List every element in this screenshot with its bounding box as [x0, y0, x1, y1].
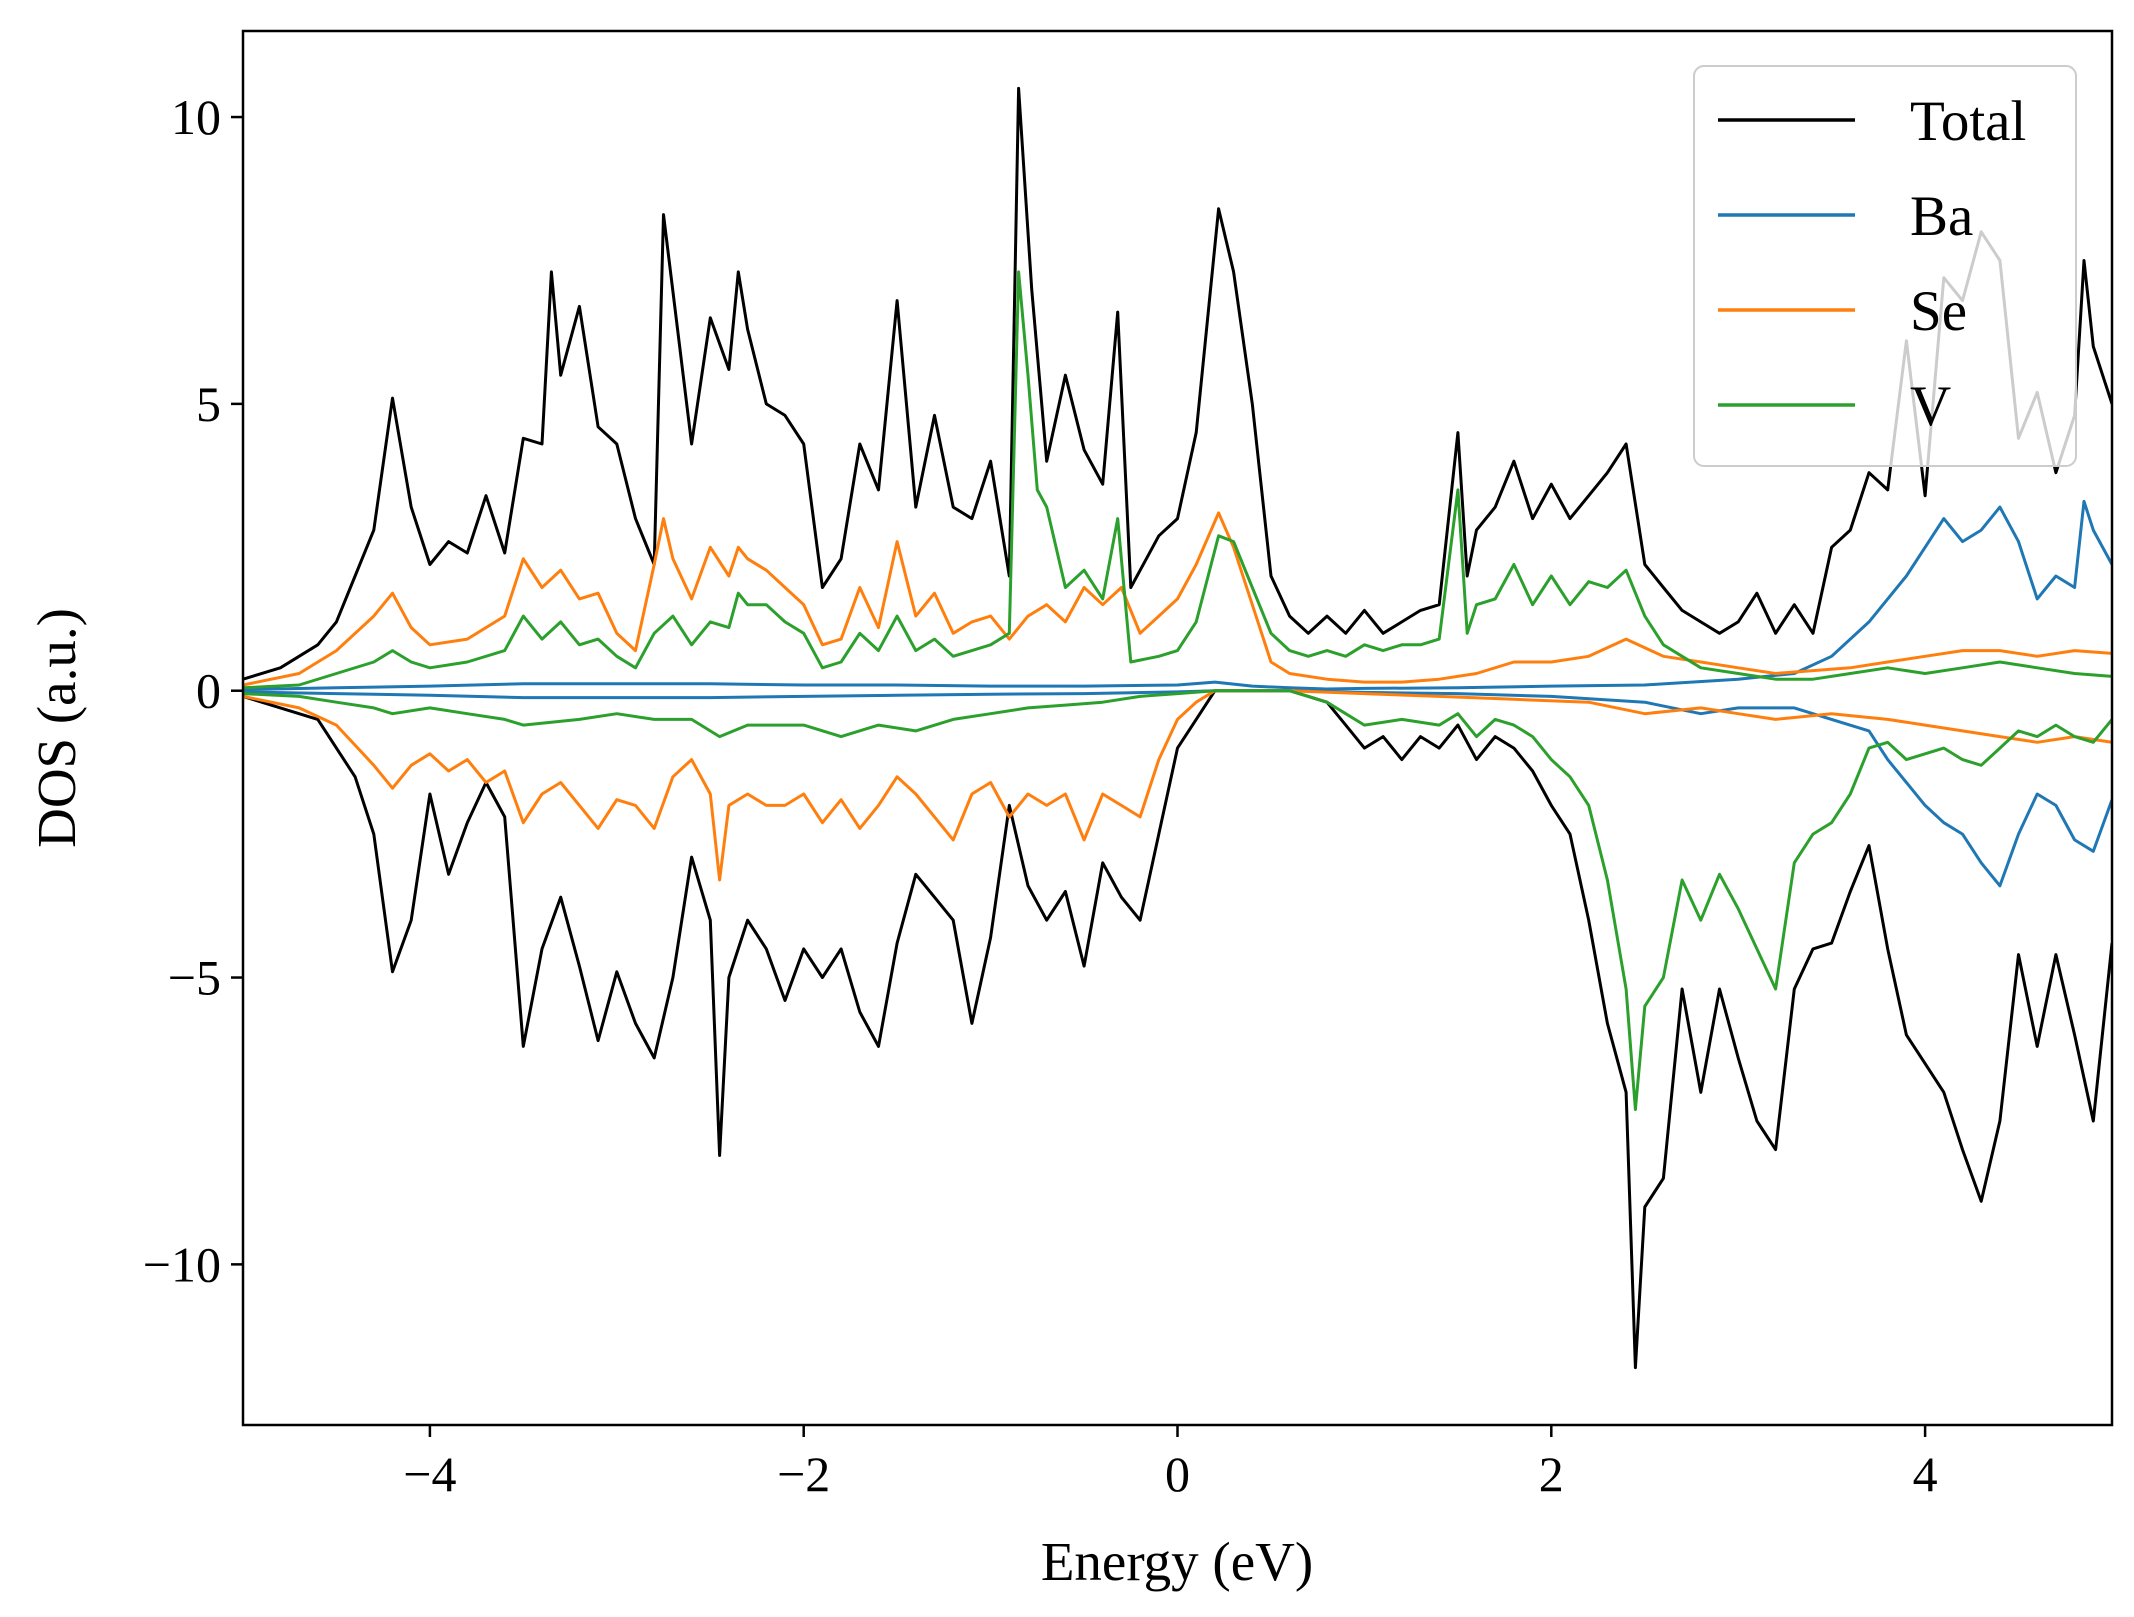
y-tick-label: 0: [196, 663, 221, 719]
x-tick-label: 4: [1913, 1446, 1938, 1502]
legend-label-ba: Ba: [1910, 185, 1973, 248]
legend-label-v: V: [1910, 375, 1951, 438]
y-axis-label: DOS (a.u.): [26, 608, 87, 848]
y-tick-label: −10: [143, 1236, 221, 1292]
series-layer: [243, 86, 2112, 1370]
series-se-up-line: [243, 511, 2112, 687]
legend-box: [1693, 65, 2077, 467]
series-total-up-line: [243, 86, 2112, 681]
series-ba-down-line: [243, 689, 2112, 888]
x-tick-label: 0: [1165, 1446, 1190, 1502]
legend-label-total: Total: [1910, 90, 2026, 153]
legend-label-se: Se: [1910, 280, 1967, 343]
series-total-down-line: [243, 689, 2112, 1370]
y-tick-label: 5: [196, 376, 221, 432]
series-v-down-line: [243, 689, 2112, 1111]
x-tick-label: −4: [403, 1446, 456, 1502]
y-axis: −10 −5 0 5 10: [143, 89, 243, 1292]
y-tick-label: 10: [171, 89, 221, 145]
y-tick-label: −5: [168, 950, 221, 1006]
x-tick-label: −2: [777, 1446, 830, 1502]
x-axis: −4 −2 0 2 4: [403, 1425, 1938, 1502]
x-tick-label: 2: [1539, 1446, 1564, 1502]
series-se-down-line: [243, 689, 2112, 882]
legend: Total Ba Se V: [1693, 65, 2077, 467]
series-v-up-line: [243, 270, 2112, 690]
series-ba-up-line: [243, 499, 2112, 692]
x-axis-label: Energy (eV): [1041, 1531, 1313, 1592]
